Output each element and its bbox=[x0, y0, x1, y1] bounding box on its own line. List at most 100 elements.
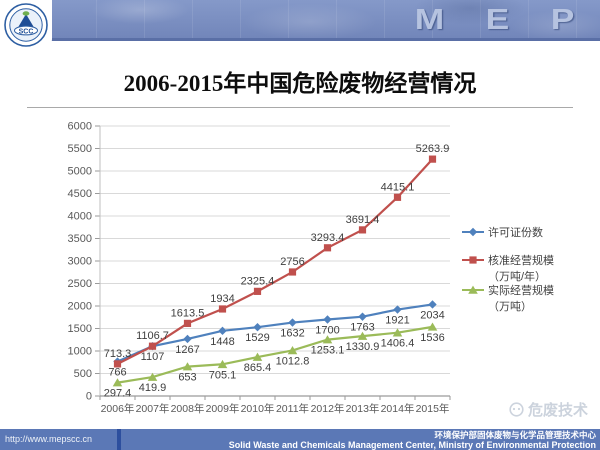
series-marker-2 bbox=[112, 378, 123, 387]
y-tick-label: 500 bbox=[74, 368, 92, 380]
data-label: 2325.4 bbox=[241, 275, 275, 287]
x-tick-label: 2007年 bbox=[136, 402, 170, 414]
data-label: 766 bbox=[108, 367, 126, 379]
series-marker-2 bbox=[427, 322, 438, 331]
footer-url: http://www.mepscc.cn bbox=[5, 434, 93, 444]
y-tick-label: 6000 bbox=[68, 121, 92, 133]
page-title: 2006-2015年中国危险废物经营情况 bbox=[123, 71, 477, 96]
y-tick-label: 2000 bbox=[68, 301, 92, 313]
series-marker-1 bbox=[218, 305, 227, 313]
series-marker-2 bbox=[322, 335, 333, 344]
y-tick-label: 2500 bbox=[68, 278, 92, 290]
y-tick-label: 4500 bbox=[68, 188, 92, 200]
scc-logo-icon: SCC bbox=[4, 3, 48, 47]
data-label: 1934 bbox=[210, 293, 234, 305]
footer-bar: http://www.mepscc.cn 环境保护部固体废物与化学品管理技术中心… bbox=[0, 429, 600, 450]
header-banner: MEP bbox=[0, 0, 600, 41]
series-marker-0 bbox=[393, 305, 402, 314]
series-marker-2 bbox=[182, 362, 193, 371]
series-marker-2 bbox=[392, 328, 403, 337]
series-marker-1 bbox=[393, 193, 402, 201]
series-marker-1 bbox=[288, 268, 297, 276]
watermark: 危废技术 bbox=[509, 399, 588, 420]
chart: 0 500 1000 1500 2000 2500 3000 3500 4000 4500 5000… bbox=[52, 112, 587, 419]
x-tick-label: 2009年 bbox=[206, 402, 240, 414]
y-tick-label: 1500 bbox=[68, 323, 92, 335]
data-label: 713.3 bbox=[104, 348, 132, 360]
data-label: 2034 bbox=[420, 309, 444, 321]
data-label: 1613.5 bbox=[171, 307, 205, 319]
data-label: 5263.9 bbox=[416, 143, 450, 155]
data-label: 1406.4 bbox=[381, 338, 415, 350]
series-line-2 bbox=[117, 325, 433, 384]
y-tick-label: 5000 bbox=[68, 166, 92, 178]
series-marker-2 bbox=[217, 359, 228, 369]
watermark-logo-icon bbox=[509, 402, 524, 417]
data-label: 1536 bbox=[420, 332, 444, 344]
y-tick-label: 1000 bbox=[68, 346, 92, 358]
series-marker-0 bbox=[183, 334, 192, 344]
x-tick-label: 2010年 bbox=[241, 402, 275, 414]
legend-label: 实际经营规模 bbox=[488, 283, 554, 297]
data-label: 1921 bbox=[385, 315, 409, 327]
series-marker-1 bbox=[323, 244, 332, 252]
series-marker-0 bbox=[288, 318, 297, 327]
x-tick-label: 2012年 bbox=[311, 402, 345, 414]
series-marker-0 bbox=[428, 300, 437, 309]
series-marker-1 bbox=[253, 287, 262, 295]
legend-label: （万吨） bbox=[488, 300, 532, 313]
y-tick-label: 3000 bbox=[68, 256, 92, 268]
data-label: 865.4 bbox=[244, 362, 272, 374]
series-marker-1 bbox=[428, 155, 437, 163]
series-marker-1 bbox=[148, 342, 157, 350]
watermark-text: 危废技术 bbox=[527, 402, 588, 419]
data-label: 1253.1 bbox=[311, 345, 345, 357]
line-chart: 0 500 1000 1500 2000 2500 3000 3500 4000 4500 5000… bbox=[68, 121, 554, 416]
series-marker-0 bbox=[323, 315, 332, 324]
data-label: 1107 bbox=[141, 351, 165, 363]
data-label: 1763 bbox=[350, 322, 374, 334]
series-marker-0 bbox=[218, 326, 227, 336]
data-label: 3293.4 bbox=[311, 232, 345, 244]
x-tick-label: 2013年 bbox=[346, 402, 380, 414]
data-label: 419.9 bbox=[139, 382, 167, 394]
series-marker-0 bbox=[253, 322, 262, 332]
footer-separator bbox=[117, 429, 121, 450]
mep-brand-text: MEP bbox=[414, 4, 600, 36]
legend-label: （万吨/年） bbox=[488, 269, 546, 283]
series-marker-0 bbox=[358, 312, 367, 321]
y-tick-label: 5500 bbox=[68, 143, 92, 155]
data-label: 1330.9 bbox=[346, 341, 380, 353]
data-label: 1632 bbox=[280, 328, 304, 340]
data-label: 1267 bbox=[175, 344, 199, 356]
data-label: 2756 bbox=[280, 256, 304, 268]
footer-organization: 环境保护部固体废物与化学品管理技术中心 Solid Waste and Chem… bbox=[121, 429, 600, 450]
title-divider bbox=[27, 107, 573, 108]
data-label: 1012.8 bbox=[276, 355, 310, 367]
footer-org-en: Solid Waste and Chemicals Management Cen… bbox=[228, 439, 596, 450]
series-marker-1 bbox=[113, 360, 122, 368]
data-label: 297.4 bbox=[104, 388, 132, 400]
data-label: 705.1 bbox=[209, 369, 237, 381]
y-tick-label: 4000 bbox=[68, 211, 92, 223]
data-label: 3691.4 bbox=[346, 214, 380, 226]
series-line-0 bbox=[117, 303, 433, 363]
series-marker-2 bbox=[252, 352, 263, 361]
scc-logo-text: SCC bbox=[19, 28, 34, 35]
series-marker-2 bbox=[357, 331, 368, 340]
legend-label: 核准经营规模 bbox=[488, 253, 554, 267]
series-marker-2 bbox=[147, 372, 158, 381]
data-label: 1700 bbox=[315, 325, 339, 337]
series-marker-2 bbox=[287, 346, 298, 355]
x-tick-label: 2015年 bbox=[416, 402, 450, 414]
series-line-1 bbox=[117, 158, 434, 365]
y-tick-label: 0 bbox=[86, 391, 92, 403]
series-marker-1 bbox=[358, 226, 367, 234]
data-label: 4415.1 bbox=[381, 181, 415, 193]
data-label: 1106.7 bbox=[136, 330, 169, 342]
x-tick-label: 2011年 bbox=[276, 402, 309, 414]
x-tick-label: 2008年 bbox=[171, 402, 205, 414]
legend-marker-1 bbox=[469, 256, 477, 264]
legend-label: 许可证份数 bbox=[488, 226, 543, 239]
